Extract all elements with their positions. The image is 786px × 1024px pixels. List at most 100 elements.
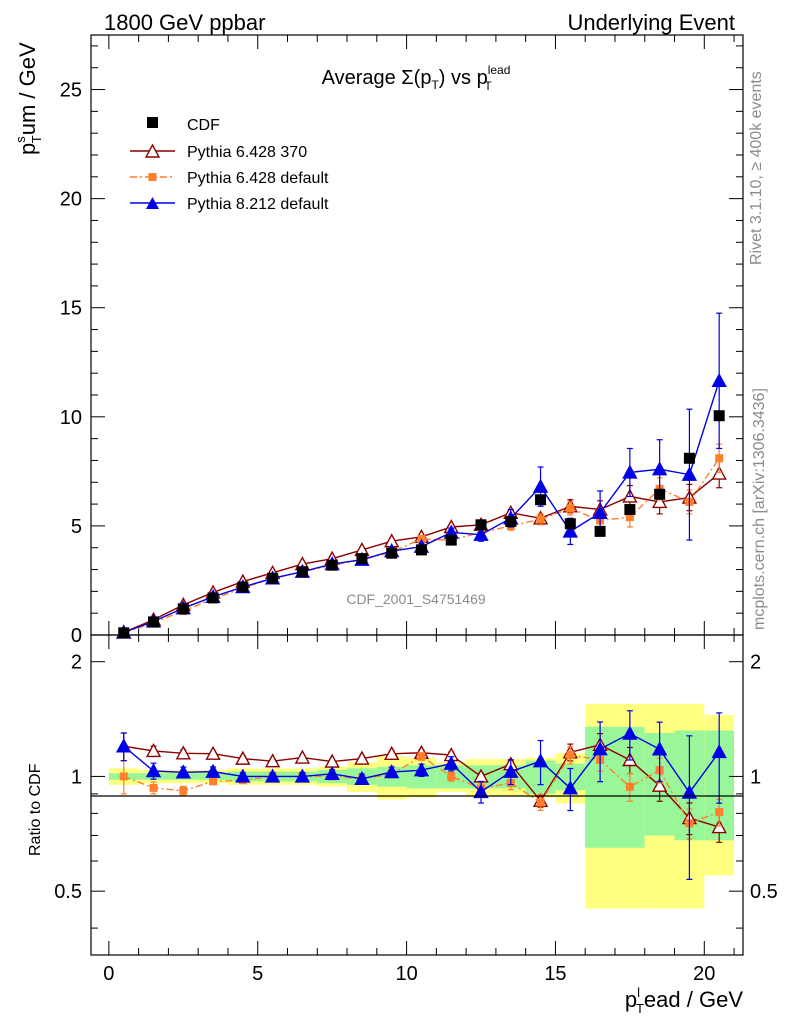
y-tick-label: 20 <box>60 189 82 211</box>
main-ticks: 0 5 10 15 20 25 <box>60 35 743 647</box>
header-left: 1800 GeV ppbar <box>104 10 265 35</box>
ratio-frame <box>90 634 744 956</box>
main-data <box>118 410 725 639</box>
title-sub-t: T <box>431 78 439 92</box>
ratio-point-2 <box>294 768 311 783</box>
y-axis-label: psTum / GeV <box>13 42 44 155</box>
series-point-1 <box>625 513 634 522</box>
y-tick-label: 25 <box>60 80 82 102</box>
ratio-point-2 <box>116 738 132 753</box>
xlabel-sub: T <box>636 1001 644 1016</box>
ratio-point-0 <box>205 745 221 760</box>
ratio-point-0 <box>264 753 281 768</box>
legend: CDF Pythia 6.428 370 Pythia 6.428 defaul… <box>130 117 329 213</box>
cdf-data-point <box>683 452 695 464</box>
ratio-series <box>116 710 727 880</box>
cdf-data-point <box>237 581 249 593</box>
xlabel-sup: l <box>637 985 640 1000</box>
ratio-point-1 <box>715 808 724 817</box>
x-tick-label: 15 <box>544 963 566 985</box>
ratio-point-2 <box>681 784 698 799</box>
ratio-point-2 <box>473 783 489 799</box>
ratio-point-1 <box>625 782 634 791</box>
ratio-point-2 <box>264 768 281 783</box>
x-tick-label: 0 <box>103 963 114 985</box>
analysis-watermark: CDF_2001_S4751469 <box>346 591 486 607</box>
series-point-2 <box>473 526 489 541</box>
ratio-point-0 <box>354 750 370 765</box>
ratio-point-2 <box>711 744 727 759</box>
series-point-1 <box>566 504 575 513</box>
x-axis-label: pl Tead / GeV <box>625 985 743 1016</box>
ratio-point-2 <box>443 755 459 770</box>
ratio-point-0 <box>175 745 191 760</box>
cdf-data-point <box>296 566 308 578</box>
series-point-2 <box>711 372 727 388</box>
cdf-data-point <box>148 616 160 628</box>
cdf-data-point <box>475 519 487 531</box>
ratio-ticks: 0.5 0.5 1 1 2 2 <box>54 635 778 955</box>
ratio-point-0 <box>711 819 727 834</box>
mcplots-label: mcplots.cern.ch [arXiv:1306.3436] <box>751 388 768 630</box>
main-series <box>116 312 727 639</box>
cdf-data-point <box>326 559 338 571</box>
ratio-y-tick-label: 2 <box>71 652 82 674</box>
legend-label-py6-default: Pythia 6.428 default <box>187 170 329 187</box>
ratio-point-1 <box>209 777 218 786</box>
series-point-2 <box>532 478 549 493</box>
title-main: Average Σ(p <box>322 67 432 89</box>
ratio-point-0 <box>651 777 668 792</box>
cdf-data-point <box>356 553 368 565</box>
series-point-1 <box>536 515 545 524</box>
title-mid: ) vs p <box>439 67 488 89</box>
ratio-point-2 <box>503 763 519 778</box>
ylabel-rest: um / GeV <box>15 42 40 135</box>
header-right: Underlying Event <box>567 10 735 35</box>
cdf-data-point <box>564 518 576 530</box>
ratio-point-0 <box>384 745 400 760</box>
ratio-y-tick-label-right: 2 <box>750 652 761 674</box>
ratio-point-2 <box>651 741 668 756</box>
ratio-point-2 <box>592 741 608 756</box>
ratio-point-1 <box>417 752 426 761</box>
y-tick-label: 5 <box>71 516 82 538</box>
ratio-point-0 <box>294 749 311 764</box>
ylabel-main: p <box>15 143 40 155</box>
ratio-point-2 <box>622 725 638 740</box>
cdf-data-point <box>505 516 517 528</box>
legend-label-py6-370: Pythia 6.428 370 <box>187 144 307 161</box>
series-point-2 <box>622 464 638 479</box>
legend-marker-py8-default <box>146 197 159 209</box>
main-panel: 0 5 10 15 20 25 Average Σ(pT) vs plead T CDF_2… <box>13 34 744 647</box>
y-tick-label: 10 <box>60 407 82 429</box>
ratio-point-1 <box>536 798 545 807</box>
ratio-point-0 <box>235 750 251 765</box>
ylabel-sup: s <box>13 136 28 143</box>
ratio-point-2 <box>384 764 400 779</box>
ratio-point-2 <box>324 765 340 781</box>
ratio-point-0 <box>145 742 162 758</box>
cdf-data-point <box>118 627 130 639</box>
legend-marker-py6-370 <box>144 143 161 158</box>
cdf-data-point <box>386 547 398 559</box>
ratio-y-axis-label: Ratio to CDF <box>27 763 44 856</box>
cdf-data-point <box>445 534 457 546</box>
legend-label-py8-default: Pythia 8.212 default <box>187 196 329 213</box>
ratio-point-1 <box>447 772 456 781</box>
cdf-data-point <box>267 572 279 584</box>
y-tick-label: 0 <box>71 625 82 647</box>
ratio-y-tick-label-right: 0.5 <box>750 881 778 903</box>
series-point-2 <box>651 461 668 476</box>
y-tick-label: 15 <box>60 298 82 320</box>
ratio-y-tick-label-right: 1 <box>750 766 761 788</box>
x-tick-label: 5 <box>252 963 263 985</box>
title-sub-t2: T <box>484 79 492 93</box>
cdf-data-point <box>207 592 219 604</box>
ratio-point-2 <box>562 780 578 795</box>
plot-title: Average Σ(pT) vs plead T <box>322 63 511 93</box>
ratio-point-2 <box>235 768 251 783</box>
ratio-y-tick-label: 1 <box>71 766 82 788</box>
cdf-data-point <box>535 494 547 506</box>
ratio-point-1 <box>119 772 128 781</box>
